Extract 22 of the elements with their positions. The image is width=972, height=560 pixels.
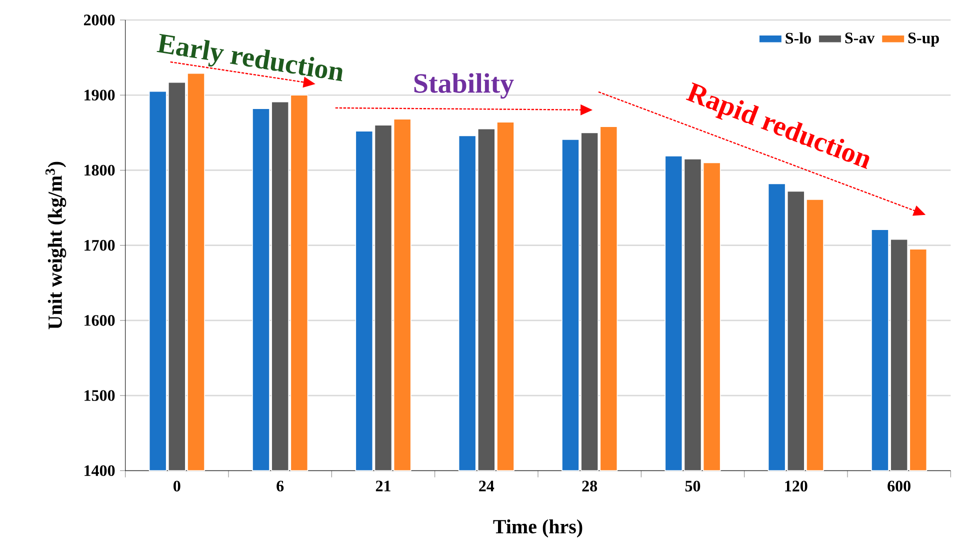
x-tick-label: 50 xyxy=(685,480,700,492)
legend-label: S-lo xyxy=(786,32,811,44)
y-tick-label: 1600 xyxy=(84,315,115,326)
x-tick-label: 28 xyxy=(582,480,598,492)
x-tick-label: 24 xyxy=(479,480,494,492)
y-tick-label: 1700 xyxy=(84,240,115,251)
x-tick-label: 120 xyxy=(785,480,808,492)
y-tick-label: 1400 xyxy=(84,465,115,476)
x-tick-label: 21 xyxy=(376,480,390,492)
y-tick-label: 1500 xyxy=(84,390,115,401)
y-tick-label: 1900 xyxy=(84,90,115,100)
x-tick-label: 6 xyxy=(276,480,284,492)
x-tick-label: 0 xyxy=(174,480,180,492)
legend-label: S-av xyxy=(845,32,875,44)
y-axis-title: Unit weight (kg/m$^{3}$) xyxy=(46,162,66,330)
annotation: Early reduction xyxy=(156,34,342,82)
y-tick-label: 2000 xyxy=(84,14,115,26)
x-tick-label: 600 xyxy=(888,480,910,492)
x-axis-title: Time (hrs) xyxy=(493,519,582,538)
annotation: Stability xyxy=(414,73,514,99)
y-tick-label: 1800 xyxy=(84,164,115,176)
legend-label: S-up xyxy=(908,32,939,47)
